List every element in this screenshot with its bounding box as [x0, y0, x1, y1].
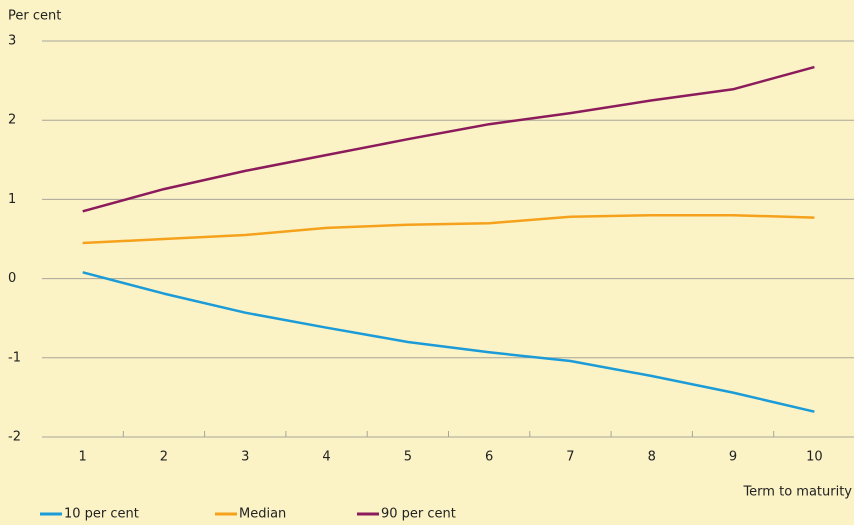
x-tick-label: 6 [485, 450, 493, 465]
legend-label: 90 per cent [381, 507, 456, 522]
x-tick-label: 3 [241, 450, 249, 465]
y-tick-label: 0 [8, 271, 16, 286]
x-tick-label: 4 [322, 450, 330, 465]
y-tick-label: -1 [8, 350, 21, 365]
x-tick-label: 10 [806, 450, 823, 465]
y-axis-label: Per cent [8, 9, 61, 24]
y-tick-label: 1 [8, 192, 16, 207]
y-tick-label: 2 [8, 113, 16, 128]
x-tick-label: 9 [729, 450, 737, 465]
x-tick-label: 5 [404, 450, 412, 465]
legend-label: 10 per cent [64, 507, 139, 522]
x-tick-label: 2 [160, 450, 168, 465]
line-series [82, 65, 815, 213]
x-tick-label: 7 [566, 450, 574, 465]
x-axis-label: Term to maturity [742, 485, 852, 500]
line-series [82, 213, 815, 245]
line-series [82, 271, 815, 413]
x-tick-label: 1 [79, 450, 87, 465]
x-tick-label: 8 [648, 450, 656, 465]
legend-label: Median [239, 507, 286, 522]
y-tick-label: 3 [8, 34, 16, 49]
y-tick-label: -2 [8, 430, 21, 445]
